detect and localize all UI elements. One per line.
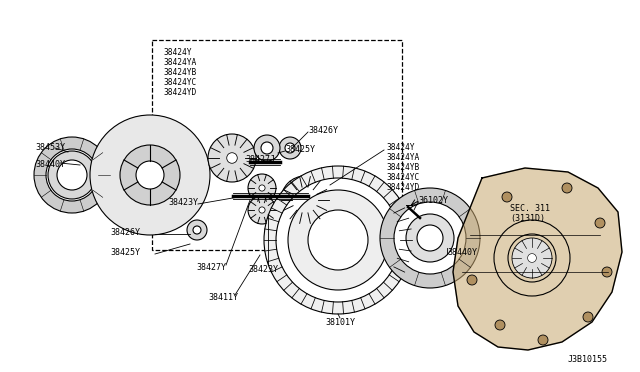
Circle shape	[248, 174, 276, 202]
Circle shape	[261, 142, 273, 154]
Bar	[152, 40, 402, 250]
Text: 38424YC: 38424YC	[163, 78, 196, 87]
Circle shape	[285, 143, 295, 153]
Circle shape	[562, 183, 572, 193]
Text: 38424YD: 38424YD	[386, 183, 419, 192]
Circle shape	[34, 137, 110, 213]
Circle shape	[308, 210, 368, 270]
Text: 38424YC: 38424YC	[386, 173, 419, 182]
Text: 38425Y: 38425Y	[110, 248, 140, 257]
Text: 38424Y: 38424Y	[386, 143, 415, 152]
Text: 38427J: 38427J	[245, 155, 275, 164]
Circle shape	[57, 160, 87, 190]
Circle shape	[254, 135, 280, 161]
Text: 38440Y: 38440Y	[447, 248, 477, 257]
Text: 38424YA: 38424YA	[163, 58, 196, 67]
Circle shape	[187, 220, 207, 240]
Text: SEC. 311: SEC. 311	[510, 204, 550, 213]
Polygon shape	[453, 168, 622, 350]
Circle shape	[259, 185, 265, 191]
Circle shape	[495, 320, 505, 330]
Text: 38424YB: 38424YB	[386, 163, 419, 172]
Circle shape	[48, 151, 96, 199]
Circle shape	[279, 137, 301, 159]
Circle shape	[417, 225, 443, 251]
Circle shape	[467, 275, 477, 285]
Circle shape	[90, 115, 210, 235]
Text: 38411Y: 38411Y	[208, 293, 238, 302]
Circle shape	[406, 214, 454, 262]
Text: 38426Y: 38426Y	[110, 228, 140, 237]
Text: (3131D): (3131D)	[510, 214, 545, 223]
Text: 38423Y: 38423Y	[168, 198, 198, 207]
Circle shape	[538, 335, 548, 345]
Circle shape	[380, 188, 480, 288]
Circle shape	[595, 218, 605, 228]
Circle shape	[264, 166, 412, 314]
Circle shape	[502, 192, 512, 202]
Circle shape	[281, 176, 329, 224]
Text: 38426Y: 38426Y	[308, 126, 338, 135]
Text: J3B10155: J3B10155	[568, 355, 608, 364]
Text: 38424YB: 38424YB	[163, 68, 196, 77]
Circle shape	[602, 267, 612, 277]
Circle shape	[46, 149, 98, 201]
Text: 38425Y: 38425Y	[285, 145, 315, 154]
Text: 38101Y: 38101Y	[325, 318, 355, 327]
Circle shape	[259, 207, 265, 213]
Circle shape	[527, 254, 536, 262]
Text: 38424Y: 38424Y	[163, 48, 191, 57]
Circle shape	[288, 190, 388, 290]
Circle shape	[300, 195, 310, 205]
Circle shape	[136, 161, 164, 189]
Circle shape	[208, 134, 256, 182]
Text: 38440Y: 38440Y	[35, 160, 65, 169]
Text: 38427Y: 38427Y	[196, 263, 226, 272]
Circle shape	[248, 196, 276, 224]
Circle shape	[120, 145, 180, 205]
Circle shape	[394, 202, 466, 274]
Text: 38424YA: 38424YA	[386, 153, 419, 162]
Circle shape	[583, 312, 593, 322]
Circle shape	[276, 178, 400, 302]
Text: 38423Y: 38423Y	[248, 265, 278, 274]
Text: 38424YD: 38424YD	[163, 88, 196, 97]
Circle shape	[512, 238, 552, 278]
Text: 36102Y: 36102Y	[418, 196, 448, 205]
Circle shape	[193, 226, 201, 234]
Text: 38453Y: 38453Y	[35, 143, 65, 152]
Circle shape	[227, 153, 237, 163]
